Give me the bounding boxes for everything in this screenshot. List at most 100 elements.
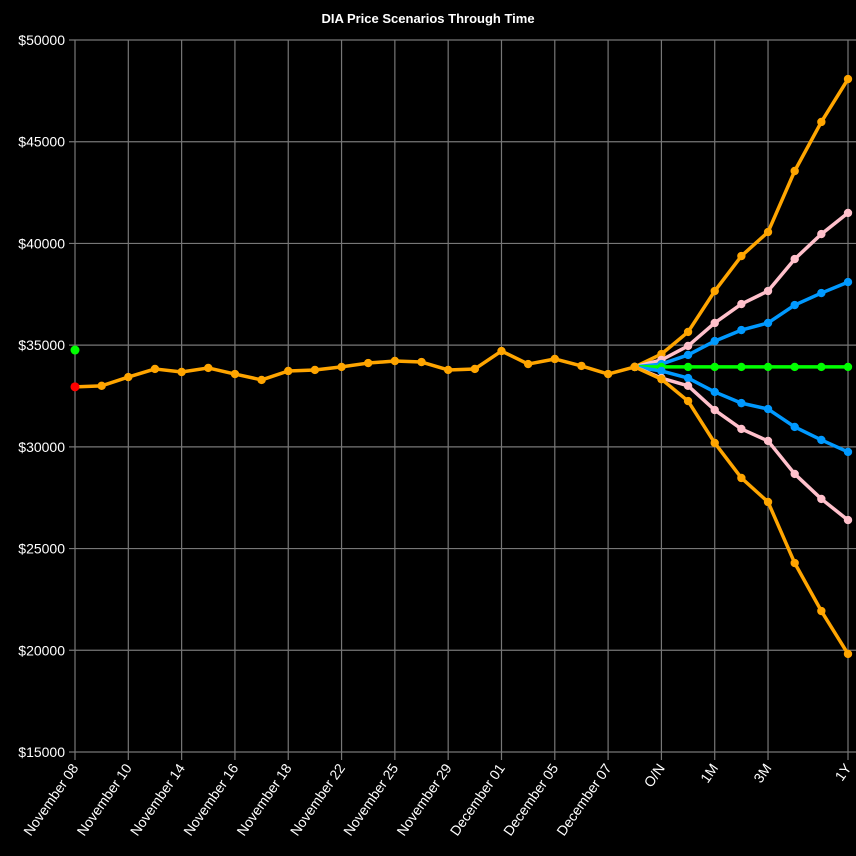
data-point (817, 606, 826, 616)
data-point (257, 375, 266, 385)
data-point (683, 381, 693, 391)
series-path (74, 349, 636, 389)
grid (69, 39, 856, 760)
data-point (310, 365, 320, 375)
data-point (790, 469, 799, 479)
x-tick-label: November 08 (20, 760, 81, 838)
x-tick-label: 1Y (832, 760, 855, 784)
data-point (737, 251, 746, 261)
data-point (177, 367, 186, 377)
data-point (230, 369, 240, 379)
data-point (710, 318, 719, 328)
data-point (763, 404, 773, 414)
y-tick-label: $15000 (18, 744, 65, 760)
data-point (364, 358, 373, 368)
data-point (737, 424, 746, 434)
data-point (737, 473, 746, 483)
data-point (390, 356, 400, 366)
data-point (683, 327, 693, 337)
data-point (790, 300, 799, 310)
y-tick-label: $25000 (18, 541, 65, 557)
y-tick-label: $40000 (18, 235, 65, 251)
series-path (634, 211, 850, 369)
data-point (337, 362, 346, 372)
data-point (550, 354, 559, 364)
data-point (577, 361, 586, 371)
data-point (843, 515, 853, 525)
data-point (97, 381, 106, 391)
data-point (737, 362, 746, 372)
data-point (817, 288, 826, 298)
data-point (843, 447, 853, 457)
data-point (843, 74, 853, 84)
marker-point (70, 345, 80, 355)
data-point (790, 558, 799, 568)
data-point (603, 369, 613, 379)
x-tick-label: December 07 (553, 760, 614, 838)
y-axis-ticks: $15000 $20000 $25000 $30000 $35000 $40000 $450… (18, 32, 65, 760)
y-tick-label: $35000 (18, 337, 65, 353)
chart-title: DIA Price Scenarios Through Time (321, 11, 534, 26)
series-path (634, 365, 850, 655)
data-point (817, 362, 826, 372)
data-point (683, 362, 693, 372)
data-point (710, 387, 719, 397)
data-point (763, 227, 773, 237)
data-point (710, 405, 719, 415)
data-point (763, 318, 773, 328)
x-tick-label: 3M (750, 761, 774, 786)
data-point (683, 350, 693, 360)
data-point (657, 374, 666, 384)
data-point (710, 286, 719, 296)
data-point (843, 208, 853, 218)
data-point (284, 366, 293, 376)
x-tick-label: November 25 (340, 760, 401, 838)
y-tick-label: $50000 (18, 32, 65, 48)
data-point (737, 299, 746, 309)
data-point (763, 436, 773, 446)
data-point (817, 435, 826, 445)
x-tick-label: November 22 (287, 760, 348, 838)
x-tick-label: O/N (640, 761, 667, 791)
data-point (790, 166, 799, 176)
data-point (710, 336, 719, 346)
data-point (683, 373, 693, 383)
data-point (710, 438, 719, 448)
data-point (817, 117, 826, 127)
data-point (790, 422, 799, 432)
data-point (763, 362, 773, 372)
data-point (657, 366, 666, 376)
x-tick-label: November 14 (127, 760, 188, 838)
data-point (150, 364, 160, 374)
y-tick-label: $30000 (18, 439, 65, 455)
data-point (763, 497, 773, 507)
data-point (710, 362, 719, 372)
data-point (790, 362, 799, 372)
marker-point (70, 382, 80, 392)
data-point (737, 398, 746, 408)
data-point (843, 277, 853, 287)
series-path (634, 365, 850, 522)
data-point (630, 362, 639, 372)
data-point (497, 346, 506, 356)
series-line-7 (70, 346, 639, 392)
data-point (470, 364, 480, 374)
x-tick-label: November 16 (180, 760, 241, 838)
x-tick-label: November 29 (393, 760, 454, 838)
series-layer (70, 74, 853, 659)
data-point (843, 362, 853, 372)
x-tick-label: November 10 (73, 760, 134, 838)
data-point (790, 254, 799, 264)
data-point (817, 494, 826, 504)
data-point (817, 229, 826, 239)
data-point (683, 341, 693, 351)
series-path (634, 78, 850, 369)
data-point (523, 359, 533, 369)
data-point (204, 363, 213, 373)
data-point (763, 286, 773, 296)
x-tick-label: November 18 (233, 760, 294, 838)
data-point (843, 649, 853, 659)
data-point (683, 396, 693, 406)
